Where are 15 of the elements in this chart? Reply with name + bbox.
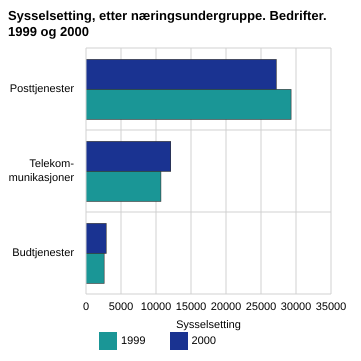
legend-label: 2000 xyxy=(192,334,216,347)
x-tick-label: 5000 xyxy=(108,300,134,313)
y-tick-label: Posttjenester xyxy=(10,82,74,95)
x-tick-label: 0 xyxy=(82,300,90,313)
x-axis-title: Sysselsetting xyxy=(176,319,241,331)
x-tick-label: 15000 xyxy=(176,300,206,313)
x-tick-label: 20000 xyxy=(210,300,242,313)
x-tick-label: 35000 xyxy=(316,300,346,313)
x-tick-label: 10000 xyxy=(140,300,172,313)
x-tick-label: 30000 xyxy=(280,300,312,313)
y-tick-label: Telekom-munikasjoner xyxy=(8,158,74,184)
chart-title: Sysselsetting, etter næringsundergruppe. Bedrifter. 1999 og 2000 xyxy=(8,8,328,40)
x-tick-label: 25000 xyxy=(246,300,276,313)
y-tick-label: Budtjenester xyxy=(12,246,74,259)
legend-label: 1999 xyxy=(121,334,146,347)
